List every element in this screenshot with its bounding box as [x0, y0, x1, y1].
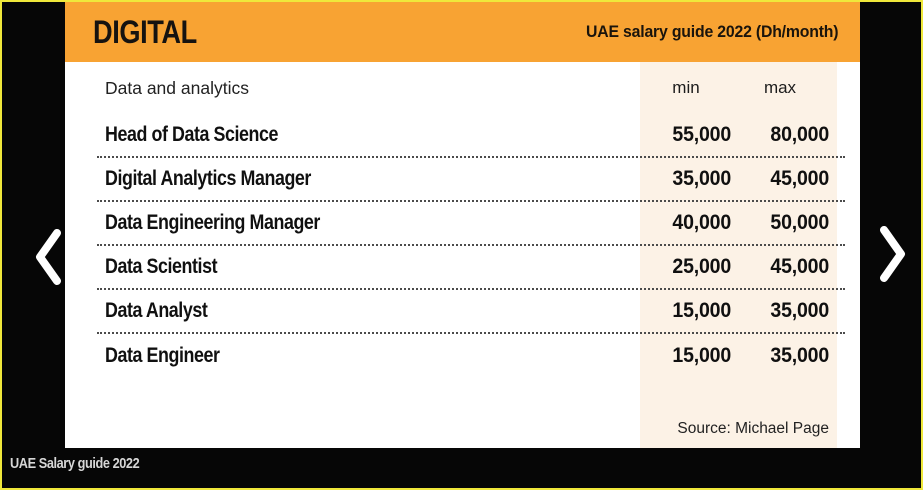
- page-title: DIGITAL: [93, 14, 197, 50]
- row-title: Digital Analytics Manager: [105, 167, 311, 190]
- card-header: DIGITAL UAE salary guide 2022 (Dh/month): [65, 2, 860, 62]
- table-row: Data Analyst 15,000 35,000: [97, 290, 845, 334]
- col-header-min: min: [672, 78, 700, 97]
- carousel-prev-button[interactable]: [32, 227, 64, 287]
- table-row: Data Engineer 15,000 35,000: [97, 334, 845, 378]
- row-title: Data Analyst: [105, 299, 208, 322]
- row-min: 15,000: [672, 299, 731, 322]
- row-max: 50,000: [770, 211, 829, 234]
- minmax-column-band: [640, 62, 837, 448]
- row-min: 25,000: [672, 255, 731, 278]
- salary-card: DIGITAL UAE salary guide 2022 (Dh/month)…: [65, 2, 860, 448]
- row-max: 45,000: [770, 167, 829, 190]
- row-min: 55,000: [672, 123, 731, 146]
- salary-table: Data and analytics min max Head of Data …: [65, 62, 860, 448]
- row-title: Data Engineer: [105, 344, 220, 367]
- row-title: Head of Data Science: [105, 123, 279, 146]
- chevron-right-icon: [877, 224, 909, 284]
- row-min: 40,000: [672, 211, 731, 234]
- table-header-row: Data and analytics min max: [97, 62, 845, 114]
- carousel-next-button[interactable]: [877, 224, 909, 284]
- row-max: 45,000: [770, 255, 829, 278]
- card-body: Data and analytics min max Head of Data …: [65, 62, 860, 448]
- chevron-left-icon: [32, 227, 64, 287]
- image-caption: UAE Salary guide 2022: [10, 455, 140, 472]
- row-max: 35,000: [770, 344, 829, 367]
- row-min: 15,000: [672, 344, 731, 367]
- table-row: Data Engineering Manager 40,000 50,000: [97, 202, 845, 246]
- row-title: Data Engineering Manager: [105, 211, 320, 234]
- col-header-max: max: [763, 78, 797, 97]
- table-row: Data Scientist 25,000 45,000: [97, 246, 845, 290]
- row-max: 80,000: [770, 123, 829, 146]
- group-label: Data and analytics: [105, 77, 249, 98]
- row-min: 35,000: [672, 167, 731, 190]
- table-row: Head of Data Science 55,000 80,000: [97, 114, 845, 158]
- source-credit: Source: Michael Page: [677, 420, 829, 437]
- row-title: Data Scientist: [105, 255, 218, 278]
- table-row: Digital Analytics Manager 35,000 45,000: [97, 158, 845, 202]
- row-max: 35,000: [770, 299, 829, 322]
- guide-subtitle: UAE salary guide 2022 (Dh/month): [585, 22, 839, 41]
